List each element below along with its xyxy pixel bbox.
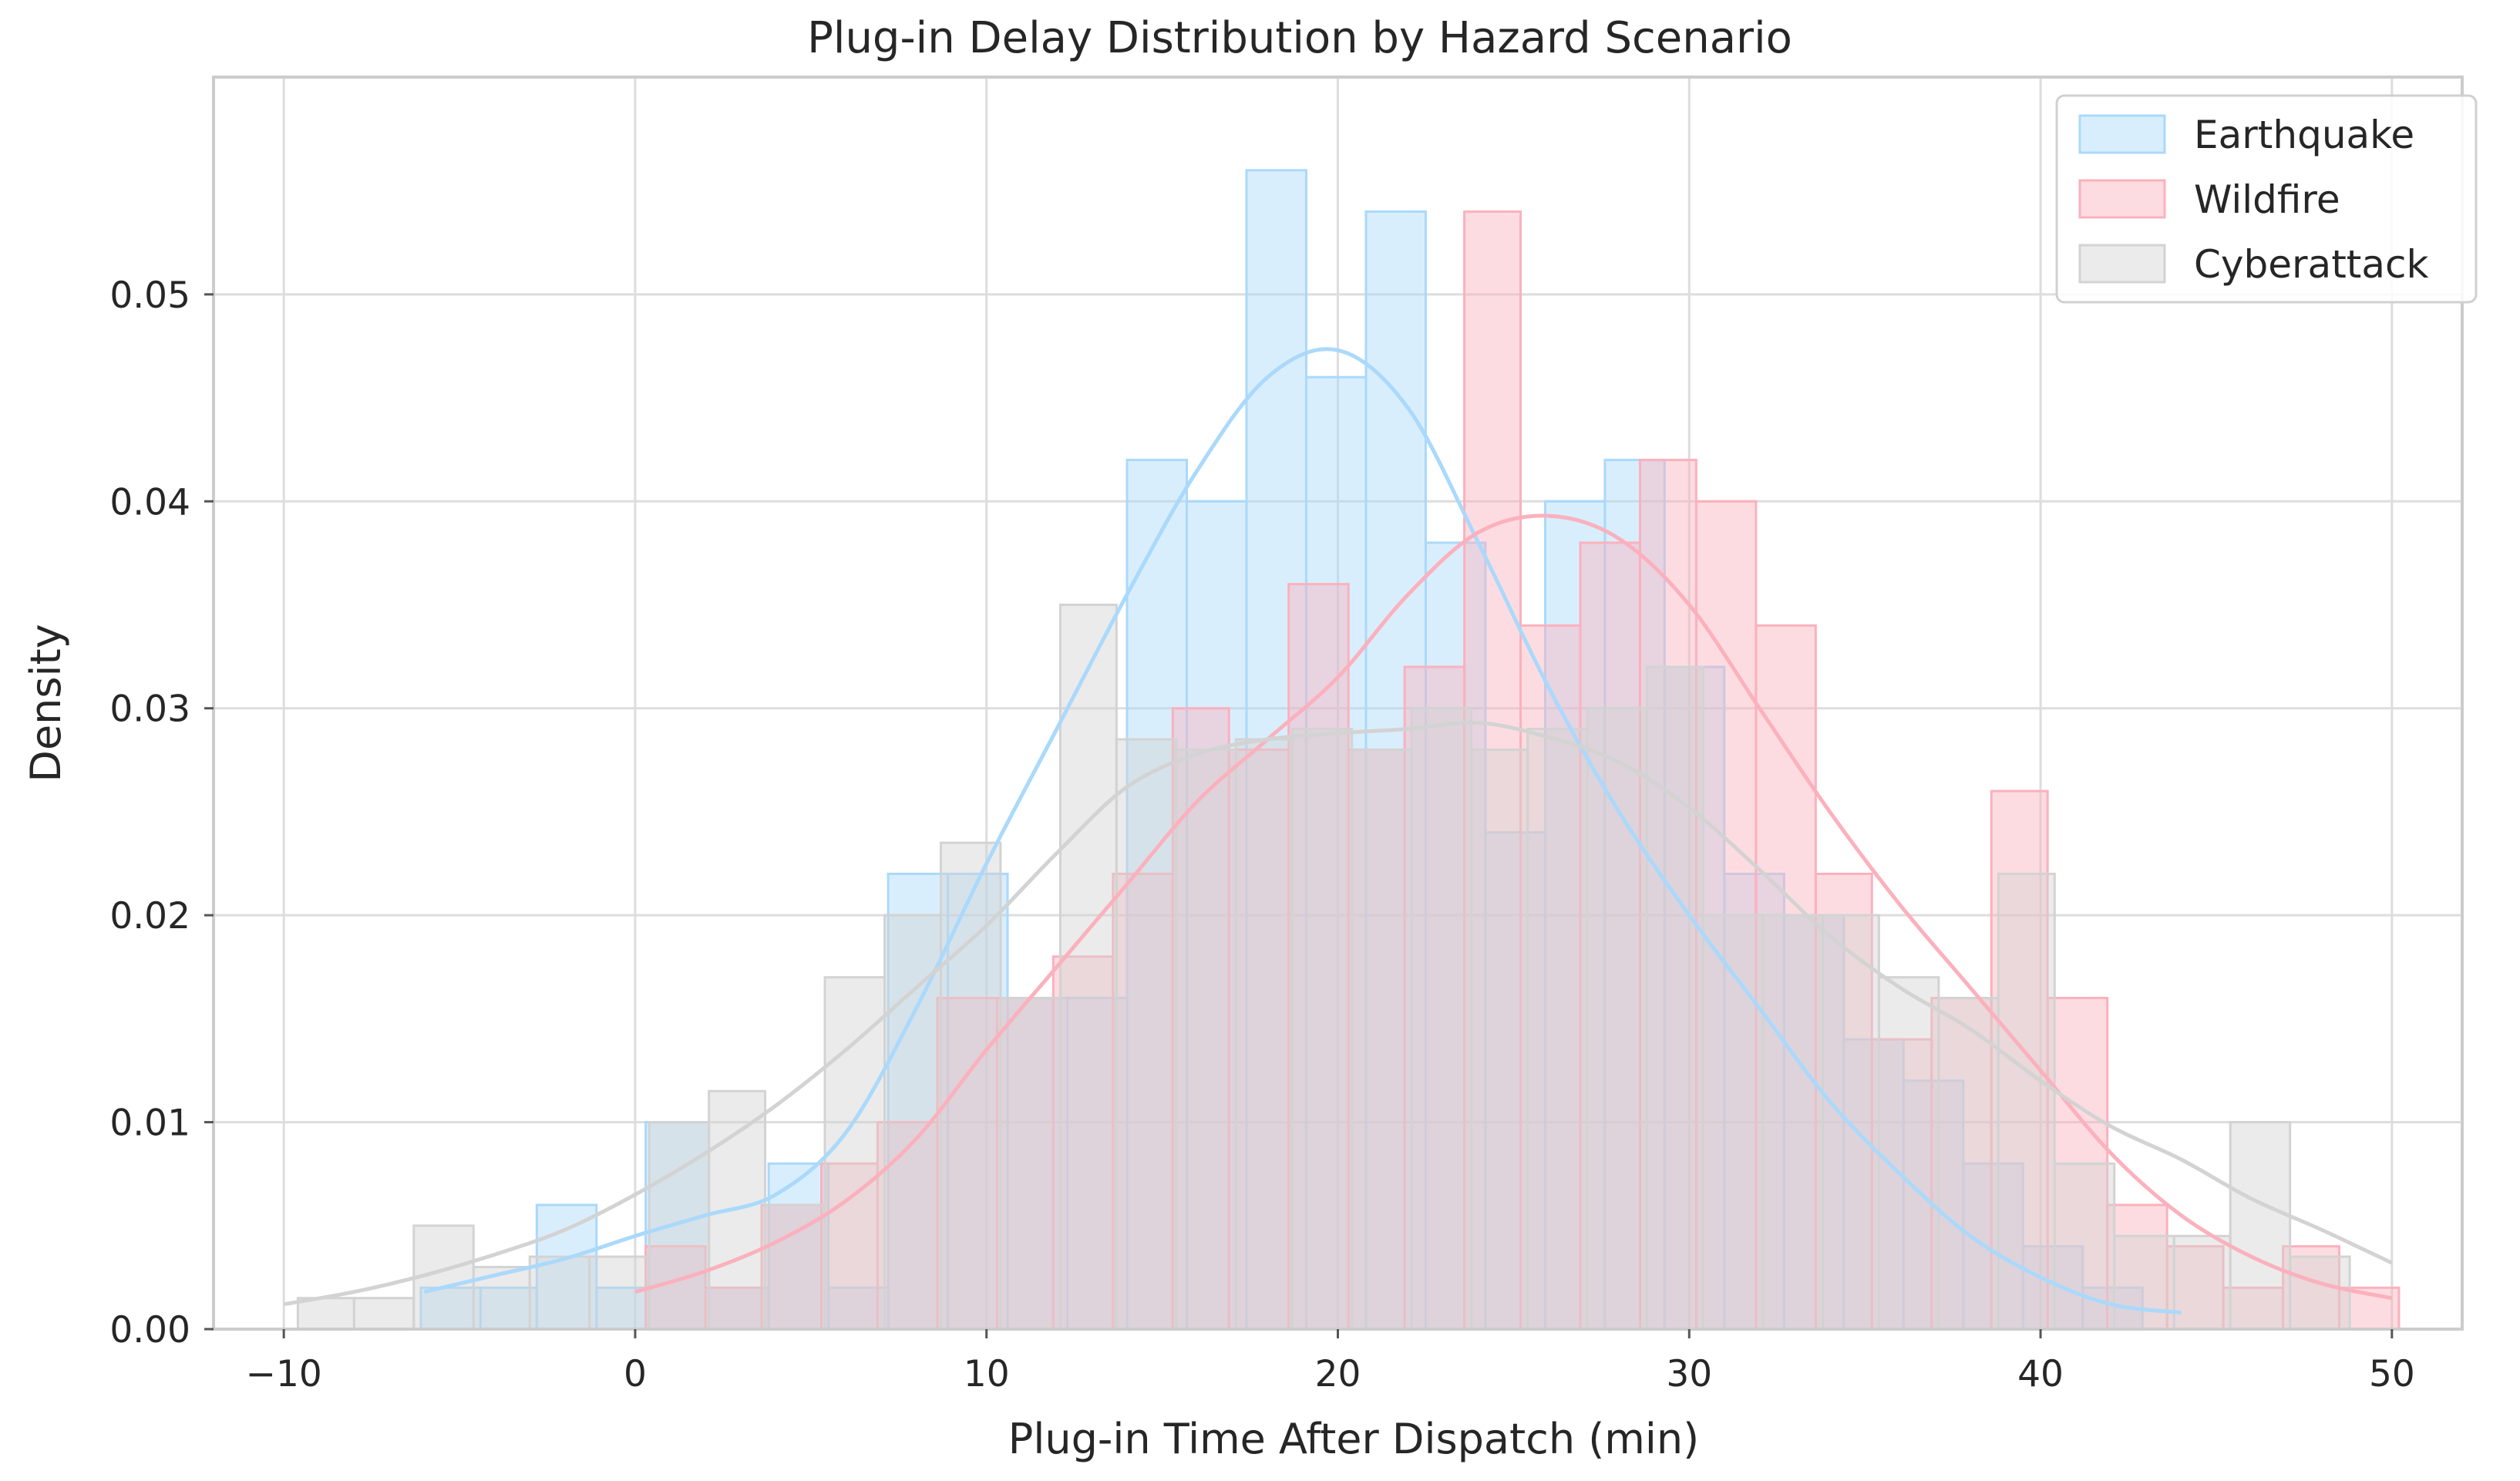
histogram-bar bbox=[1702, 914, 1765, 1331]
histogram-bar bbox=[1290, 728, 1354, 1331]
x-ticks: −10 0 10 20 30 40 50 bbox=[246, 1329, 2415, 1395]
histogram-bar bbox=[936, 997, 998, 1331]
histogram-bar bbox=[2165, 1245, 2225, 1331]
histogram-bar bbox=[1755, 624, 1817, 1331]
legend-swatch-wildfire bbox=[2078, 179, 2166, 219]
legend-label-cyberattack: Cyberattack bbox=[2194, 242, 2429, 287]
histogram-bar bbox=[1997, 872, 2056, 1331]
histogram-bar bbox=[1463, 210, 1522, 1331]
histogram-bar bbox=[764, 1203, 826, 1331]
histogram-bar bbox=[1484, 831, 1546, 1331]
histogram-bar bbox=[1586, 707, 1649, 1331]
y-tick-label: 0.00 bbox=[109, 1309, 190, 1351]
histogram-bar bbox=[1603, 459, 1666, 1331]
y-axis-title: Density bbox=[22, 624, 70, 782]
histogram-bar bbox=[1870, 1038, 1933, 1331]
histogram-bar bbox=[1526, 728, 1589, 1331]
histogram-bar bbox=[1410, 707, 1473, 1331]
legend: Earthquake Wildfire Cyberattack bbox=[2055, 94, 2478, 304]
y-tick-label: 0.04 bbox=[109, 481, 190, 523]
histogram-bar bbox=[2229, 1121, 2292, 1331]
histogram-bar bbox=[1234, 738, 1294, 1331]
y-tick-label: 0.03 bbox=[109, 688, 190, 731]
y-tick-label: 0.05 bbox=[109, 274, 190, 317]
histogram-bar bbox=[2113, 1234, 2175, 1331]
histogram-bar bbox=[1112, 872, 1174, 1331]
y-tick-label: 0.01 bbox=[109, 1102, 190, 1145]
histogram-bar bbox=[1990, 789, 2049, 1331]
x-tick-label: 0 bbox=[624, 1353, 647, 1395]
x-tick-label: 50 bbox=[2369, 1353, 2415, 1395]
x-axis-title: Plug-in Time After Dispatch (min) bbox=[1008, 1415, 1699, 1463]
histogram-bar bbox=[1761, 914, 1824, 1331]
histogram-bar bbox=[1962, 1162, 2024, 1331]
histogram-bar bbox=[296, 1297, 355, 1331]
histogram-bars bbox=[296, 169, 2401, 1331]
x-tick-label: 20 bbox=[1315, 1353, 1361, 1395]
x-tick-label: 30 bbox=[1666, 1353, 1712, 1395]
histogram-bar bbox=[1115, 738, 1178, 1331]
legend-label-earthquake: Earthquake bbox=[2194, 113, 2414, 157]
histogram-bar bbox=[1723, 872, 1785, 1331]
kde-curve-cyberattack bbox=[283, 720, 2393, 1307]
histogram-bar bbox=[1287, 583, 1350, 1331]
x-tick-label: −10 bbox=[246, 1353, 322, 1395]
histogram-bar bbox=[1646, 665, 1705, 1331]
histogram-bar bbox=[999, 997, 1061, 1331]
histogram-bar bbox=[995, 997, 1055, 1331]
histogram-bar bbox=[1351, 748, 1413, 1331]
histogram-bar bbox=[939, 841, 1002, 1331]
histogram-bar bbox=[1058, 603, 1118, 1331]
histogram-bar bbox=[1403, 665, 1466, 1331]
series-earthquake-bars bbox=[419, 169, 2144, 1331]
histogram-bar bbox=[1227, 748, 1290, 1331]
kde-curve-earthquake bbox=[423, 347, 2182, 1315]
histogram-bar bbox=[1424, 541, 1487, 1331]
histogram-bar bbox=[2289, 1255, 2351, 1331]
histogram-bar bbox=[1877, 976, 1940, 1331]
x-tick-label: 40 bbox=[2017, 1353, 2064, 1395]
histogram-bar bbox=[2172, 1234, 2232, 1331]
x-tick-label: 10 bbox=[964, 1353, 1010, 1395]
histogram-bar bbox=[1937, 997, 2000, 1331]
kde-curves bbox=[283, 347, 2393, 1315]
legend-label-wildfire: Wildfire bbox=[2194, 177, 2340, 222]
histogram-bar bbox=[528, 1255, 591, 1331]
series-wildfire-bars bbox=[644, 210, 2401, 1331]
histogram-bar bbox=[1175, 748, 1237, 1331]
histogram-bar bbox=[1821, 914, 1880, 1331]
series-cyberattack-bars bbox=[296, 603, 2351, 1331]
histogram-bar bbox=[1304, 375, 1368, 1331]
legend-box bbox=[2055, 94, 2478, 304]
legend-swatch-earthquake bbox=[2078, 114, 2166, 154]
chart-title: Plug-in Delay Distribution by Hazard Sce… bbox=[807, 13, 1792, 63]
kde-curve-wildfire bbox=[634, 513, 2393, 1301]
y-ticks: 0.00 0.01 0.02 0.03 0.04 0.05 bbox=[109, 274, 214, 1351]
histogram-bar bbox=[1470, 748, 1529, 1331]
histogram-bar bbox=[648, 1121, 711, 1331]
histogram-bar bbox=[883, 914, 942, 1331]
histogram-bar bbox=[352, 1297, 416, 1331]
y-tick-label: 0.02 bbox=[109, 895, 190, 937]
histogram-bar bbox=[823, 976, 887, 1331]
histogram-bar bbox=[2222, 1286, 2285, 1331]
legend-swatch-cyberattack bbox=[2078, 244, 2166, 284]
histogram-bar bbox=[1543, 500, 1607, 1331]
histogram-bar bbox=[1579, 541, 1641, 1331]
histogram-bar bbox=[588, 1255, 651, 1331]
